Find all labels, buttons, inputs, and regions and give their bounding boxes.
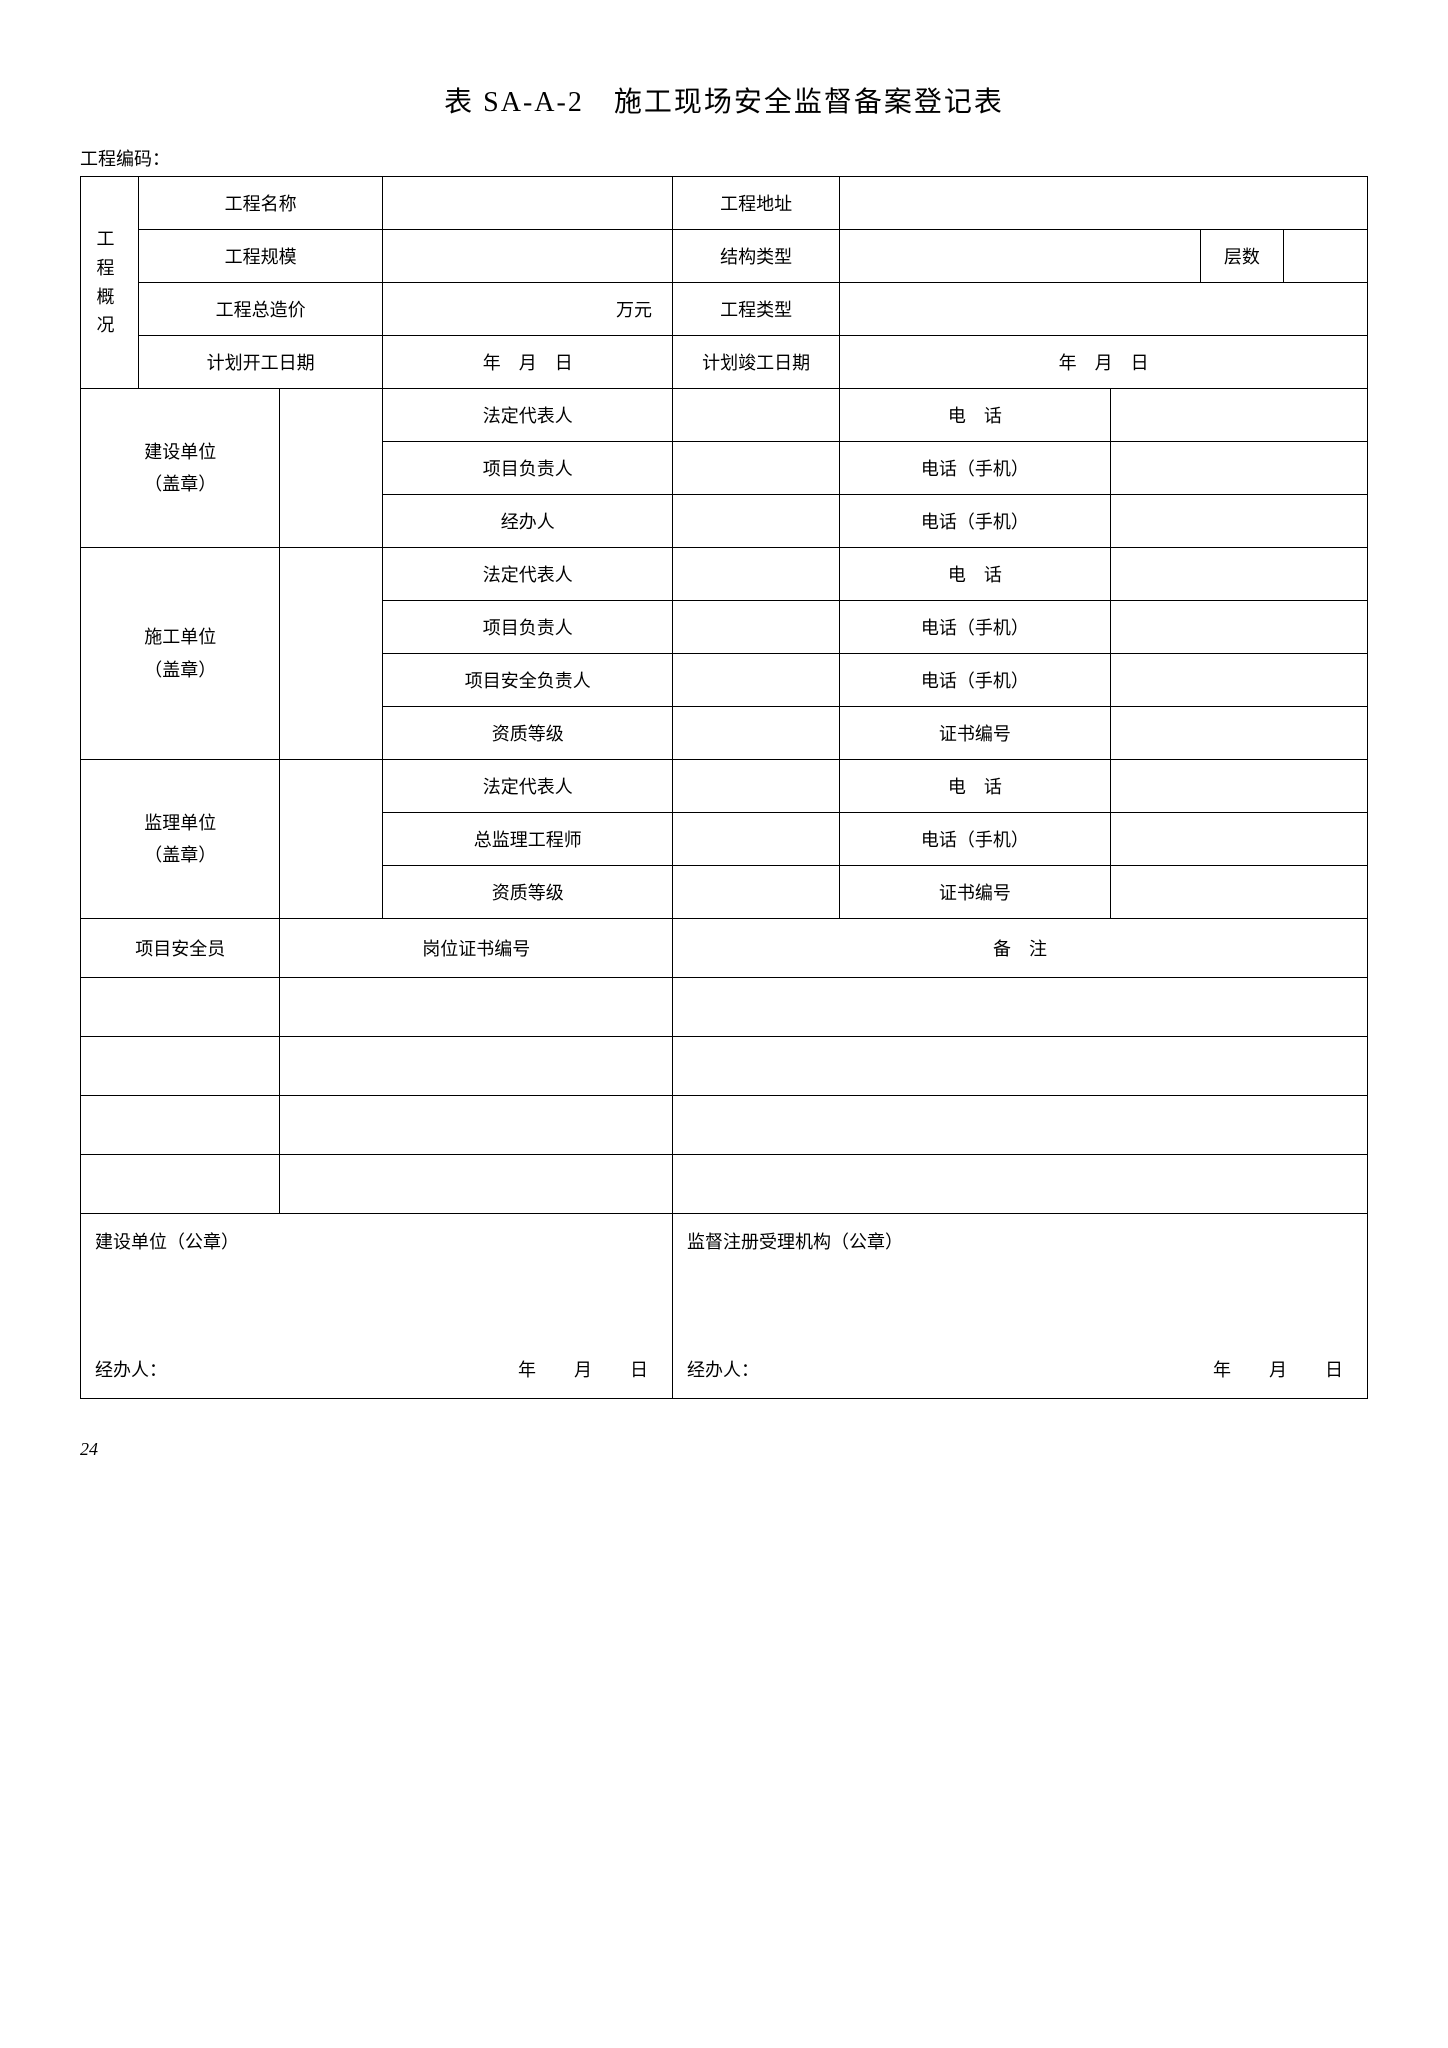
- sig-left-title: 建设单位（公章）: [95, 1228, 658, 1254]
- page-title: 表 SA-A-2 施工现场安全监督备案登记表: [80, 80, 1368, 120]
- label-planned-end: 计划竣工日期: [672, 336, 839, 389]
- label-supervision-certno: 证书编号: [840, 866, 1110, 919]
- field-build-operator[interactable]: [672, 495, 839, 548]
- field-supervision-legal[interactable]: [672, 760, 839, 813]
- field-structure-type[interactable]: [840, 230, 1200, 283]
- safety-row4-name[interactable]: [81, 1155, 280, 1214]
- page-number: 24: [80, 1439, 1368, 1460]
- label-safety-remark: 备 注: [672, 919, 1367, 978]
- label-construct-qualification: 资质等级: [383, 707, 673, 760]
- label-supervision-qualification: 资质等级: [383, 866, 673, 919]
- label-construct-phone: 电 话: [840, 548, 1110, 601]
- label-planned-start: 计划开工日期: [138, 336, 383, 389]
- label-project-scale: 工程规模: [138, 230, 383, 283]
- label-construct-pm: 项目负责人: [383, 601, 673, 654]
- signature-right[interactable]: 监督注册受理机构（公章） 经办人： 年 月 日: [672, 1214, 1367, 1399]
- safety-row1-name[interactable]: [81, 978, 280, 1037]
- field-construct-pm-phone[interactable]: [1110, 601, 1367, 654]
- safety-row2-remark[interactable]: [672, 1037, 1367, 1096]
- field-construct-safety-pm[interactable]: [672, 654, 839, 707]
- safety-row1-remark[interactable]: [672, 978, 1367, 1037]
- label-supervision-chief-phone: 电话（手机）: [840, 813, 1110, 866]
- label-build-phone: 电 话: [840, 389, 1110, 442]
- label-safety-certno: 岗位证书编号: [280, 919, 673, 978]
- field-planned-start[interactable]: 年 月 日: [383, 336, 673, 389]
- field-build-pm-phone[interactable]: [1110, 442, 1367, 495]
- label-structure-type: 结构类型: [672, 230, 839, 283]
- safety-row3-name[interactable]: [81, 1096, 280, 1155]
- field-supervision-qualification[interactable]: [672, 866, 839, 919]
- build-unit-label: 建设单位（盖章）: [81, 389, 280, 548]
- label-supervision-legal: 法定代表人: [383, 760, 673, 813]
- safety-row2-cert[interactable]: [280, 1037, 673, 1096]
- registration-table: 工程概况 工程名称 工程地址 工程规模 结构类型 层数 工程总造价 万元 工程类…: [80, 176, 1368, 1399]
- safety-row3-cert[interactable]: [280, 1096, 673, 1155]
- field-build-phone[interactable]: [1110, 389, 1367, 442]
- label-construct-certno: 证书编号: [840, 707, 1110, 760]
- field-supervision-chief-phone[interactable]: [1110, 813, 1367, 866]
- field-construct-legal[interactable]: [672, 548, 839, 601]
- field-construct-safety-phone[interactable]: [1110, 654, 1367, 707]
- safety-row2-name[interactable]: [81, 1037, 280, 1096]
- safety-row4-remark[interactable]: [672, 1155, 1367, 1214]
- construct-unit-name[interactable]: [280, 548, 383, 760]
- label-project-type: 工程类型: [672, 283, 839, 336]
- sig-left-date: 年 月 日: [518, 1356, 658, 1382]
- label-construct-legal: 法定代表人: [383, 548, 673, 601]
- field-construct-qualification[interactable]: [672, 707, 839, 760]
- label-floors: 层数: [1200, 230, 1284, 283]
- label-build-legal: 法定代表人: [383, 389, 673, 442]
- build-unit-name[interactable]: [280, 389, 383, 548]
- field-construct-pm[interactable]: [672, 601, 839, 654]
- label-construct-safety-phone: 电话（手机）: [840, 654, 1110, 707]
- safety-row1-cert[interactable]: [280, 978, 673, 1037]
- field-total-cost[interactable]: 万元: [383, 283, 673, 336]
- form-code-label: 工程编码：: [80, 145, 1368, 171]
- sig-right-operator-label: 经办人：: [687, 1360, 759, 1380]
- supervision-unit-name[interactable]: [280, 760, 383, 919]
- label-construct-safety-pm: 项目安全负责人: [383, 654, 673, 707]
- field-build-op-phone[interactable]: [1110, 495, 1367, 548]
- field-project-name[interactable]: [383, 177, 673, 230]
- label-project-name: 工程名称: [138, 177, 383, 230]
- construct-unit-label: 施工单位（盖章）: [81, 548, 280, 760]
- signature-left[interactable]: 建设单位（公章） 经办人： 年 月 日: [81, 1214, 673, 1399]
- field-floors[interactable]: [1284, 230, 1368, 283]
- label-build-operator: 经办人: [383, 495, 673, 548]
- safety-row3-remark[interactable]: [672, 1096, 1367, 1155]
- label-build-pm-phone: 电话（手机）: [840, 442, 1110, 495]
- field-supervision-certno[interactable]: [1110, 866, 1367, 919]
- label-construct-pm-phone: 电话（手机）: [840, 601, 1110, 654]
- field-build-legal[interactable]: [672, 389, 839, 442]
- field-supervision-chief[interactable]: [672, 813, 839, 866]
- sig-right-date: 年 月 日: [1213, 1356, 1353, 1382]
- label-supervision-phone: 电 话: [840, 760, 1110, 813]
- label-build-op-phone: 电话（手机）: [840, 495, 1110, 548]
- label-build-pm: 项目负责人: [383, 442, 673, 495]
- field-build-pm[interactable]: [672, 442, 839, 495]
- label-total-cost: 工程总造价: [138, 283, 383, 336]
- field-project-scale[interactable]: [383, 230, 673, 283]
- label-safety-officer: 项目安全员: [81, 919, 280, 978]
- field-construct-phone[interactable]: [1110, 548, 1367, 601]
- label-project-address: 工程地址: [672, 177, 839, 230]
- supervision-unit-label: 监理单位（盖章）: [81, 760, 280, 919]
- sig-left-operator-label: 经办人：: [95, 1360, 167, 1380]
- overview-section-label: 工程概况: [81, 177, 139, 389]
- field-planned-end[interactable]: 年 月 日: [840, 336, 1368, 389]
- field-project-type[interactable]: [840, 283, 1368, 336]
- sig-right-title: 监督注册受理机构（公章）: [687, 1228, 1353, 1254]
- field-construct-certno[interactable]: [1110, 707, 1367, 760]
- label-supervision-chief: 总监理工程师: [383, 813, 673, 866]
- field-supervision-phone[interactable]: [1110, 760, 1367, 813]
- field-project-address[interactable]: [840, 177, 1368, 230]
- safety-row4-cert[interactable]: [280, 1155, 673, 1214]
